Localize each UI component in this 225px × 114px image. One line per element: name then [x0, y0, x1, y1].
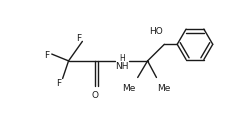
Text: F: F: [76, 34, 81, 43]
Text: Me: Me: [156, 83, 169, 92]
Text: NH: NH: [115, 62, 128, 71]
Text: F: F: [56, 78, 61, 87]
Text: O: O: [91, 90, 98, 99]
Text: H: H: [119, 54, 124, 63]
Text: F: F: [44, 50, 49, 59]
Text: Me: Me: [122, 83, 135, 92]
Text: HO: HO: [149, 27, 163, 36]
